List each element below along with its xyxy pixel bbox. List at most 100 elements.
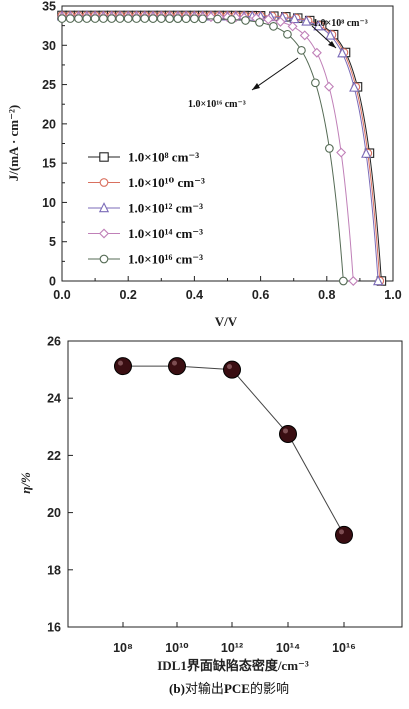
jv-xtick-label: 0.0	[53, 288, 70, 302]
jv-series-5	[57, 14, 348, 286]
jv-ytick-label: 0	[49, 275, 56, 289]
eta-ytick-label: 22	[47, 449, 61, 463]
jv-data-point	[337, 47, 348, 58]
jv-ytick-label: 35	[42, 0, 56, 14]
eta-xtick-label: 10⁸	[113, 641, 133, 655]
jv-series-1	[57, 10, 387, 286]
jv-xtick-label: 1.0	[384, 288, 401, 302]
jv-data-point	[349, 81, 360, 92]
jv-data-point	[373, 275, 384, 286]
jv-ytick-label: 30	[42, 39, 56, 53]
legend-label: 1.0×10¹² cm⁻³	[128, 201, 203, 216]
jv-data-point	[289, 12, 300, 24]
legend-item: 1.0×10¹⁴ cm⁻³	[88, 226, 203, 241]
legend-label: 1.0×10¹⁶ cm⁻³	[128, 252, 203, 267]
eta-point-highlight	[339, 529, 344, 535]
jv-series-2	[57, 11, 385, 286]
legend-label: 1.0×10¹⁴ cm⁻³	[128, 226, 203, 241]
jv-data-point	[115, 14, 125, 23]
caption-suffix: 的影响	[250, 681, 289, 697]
eta-ytick-label: 26	[47, 335, 61, 349]
eta-data-point	[279, 424, 297, 443]
annotation-high-label: 1.0×10⁸ cm⁻³	[313, 18, 368, 29]
jv-data-point	[241, 16, 250, 25]
jv-data-point	[325, 29, 336, 40]
jv-data-point	[99, 14, 108, 23]
efficiency-plot-frame	[67, 340, 403, 628]
legend-marker	[98, 202, 110, 213]
jv-annotation-arrows	[251, 25, 337, 91]
jv-data-point	[311, 78, 320, 88]
legend-marker	[99, 254, 109, 264]
jv-ylabel: J/(mA · cm⁻²)	[6, 105, 21, 181]
jv-data-point	[255, 18, 264, 27]
jv-data-point	[65, 14, 75, 23]
jv-xtick-label: 0.6	[252, 288, 269, 302]
legend-label: 1.0×10¹⁰ cm⁻³	[128, 175, 205, 190]
jv-data-point	[132, 14, 141, 23]
jv-data-point	[181, 14, 191, 24]
eta-data-point	[223, 360, 241, 379]
eta-series-line	[123, 365, 345, 536]
arrow-bottom	[251, 57, 299, 91]
jv-data-point	[198, 14, 208, 24]
legend-marker	[99, 228, 109, 239]
eta-point-highlight	[227, 364, 232, 370]
eta-point-highlight	[172, 360, 177, 366]
jv-data-point	[123, 14, 133, 23]
jv-data-point	[263, 14, 274, 25]
eta-xtick-label: 10¹⁰	[165, 641, 189, 655]
eta-ytick-label: 18	[47, 563, 61, 577]
jv-data-point	[74, 14, 83, 23]
jv-legend: 1.0×10⁸ cm⁻³ 1.0×10¹⁰ cm⁻³ 1.0×10¹² cm⁻³ 1.…	[88, 150, 205, 267]
jv-data-point	[90, 14, 100, 23]
legend-item: 1.0×10¹² cm⁻³	[88, 201, 203, 216]
jv-ytick-label: 10	[42, 196, 56, 210]
eta-data-point	[114, 357, 132, 376]
eta-ytick-label: 24	[47, 392, 61, 406]
jv-data-point	[156, 14, 166, 23]
annotation-low-label: 1.0×10¹⁶ cm⁻³	[188, 99, 246, 110]
eta-point-highlight	[118, 360, 123, 366]
legend-marker	[99, 152, 109, 162]
legend-item: 1.0×10⁸ cm⁻³	[88, 150, 199, 165]
jv-data-point	[325, 144, 334, 153]
figure-caption: (b)对输出PCE的影响	[169, 681, 289, 697]
caption-text: 对输出	[185, 681, 224, 697]
eta-xtick-label: 10¹⁴	[276, 641, 300, 655]
jv-data-point	[348, 276, 359, 286]
jv-xtick-label: 0.8	[318, 288, 335, 302]
jv-data-point	[287, 21, 298, 32]
legend-label: 1.0×10⁸ cm⁻³	[128, 150, 199, 165]
eta-xtick-label: 10¹⁶	[332, 641, 356, 655]
efficiency-axes: 16 18 20 22 24 26 10⁸ 10¹⁰ 10¹² 10¹⁴ 10¹⁶	[47, 335, 356, 656]
jv-series-line	[62, 18, 344, 282]
jv-data-point	[361, 147, 372, 158]
caption-prefix: (b)	[169, 681, 185, 696]
arrow-top-head	[328, 41, 336, 48]
jv-series-line	[62, 16, 354, 282]
jv-ytick-label: 15	[42, 157, 56, 171]
eta-xtick-label: 10¹²	[221, 641, 243, 655]
efficiency-series	[114, 357, 353, 544]
jv-data-point	[269, 22, 278, 31]
jv-data-point	[57, 14, 67, 23]
jv-chart: 0.0 0.2 0.4 0.6 0.8 1.0 0 5 10 15 20 25 30 35 1.0×10⁸…	[6, 0, 402, 329]
jv-data-point	[324, 81, 334, 92]
jv-data-point	[213, 14, 222, 24]
jv-ytick-label: 5	[49, 235, 56, 249]
efficiency-ylabel: η/%	[18, 472, 33, 494]
jv-data-point	[283, 29, 292, 39]
eta-ytick-label: 16	[47, 621, 61, 635]
jv-data-point	[227, 15, 236, 24]
jv-data-point	[339, 276, 348, 286]
jv-data-point	[140, 14, 150, 23]
efficiency-chart: 16 18 20 22 24 26 10⁸ 10¹⁰ 10¹² 10¹⁴ 10¹⁶ IDL1界面缺陷…	[18, 335, 403, 673]
jv-data-point	[190, 14, 199, 24]
jv-data-point	[311, 47, 322, 58]
efficiency-xlabel: IDL1界面缺陷态密度/cm⁻³	[157, 658, 309, 673]
jv-data-point	[165, 14, 174, 23]
jv-xlabel: V/V	[215, 314, 238, 329]
jv-ytick-label: 20	[42, 117, 56, 131]
